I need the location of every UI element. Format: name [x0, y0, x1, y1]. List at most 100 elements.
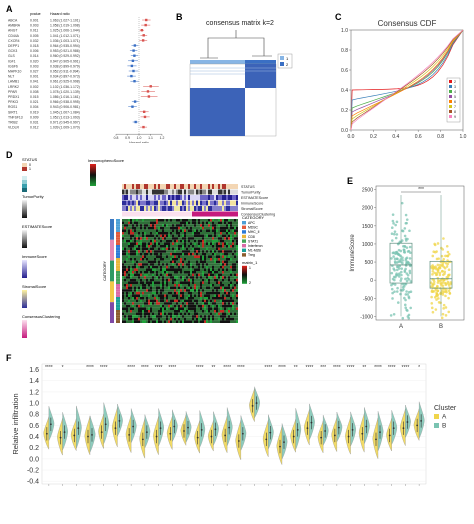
- annotation-cell: [236, 200, 238, 206]
- heatmap-cell: [164, 310, 166, 313]
- heatmap-cell: [138, 258, 140, 261]
- cdf-y-tick-label: 0.6: [341, 68, 348, 74]
- annotation-cell: [144, 200, 146, 206]
- heatmap-cell: [186, 312, 188, 316]
- heatmap-cell: [222, 265, 224, 269]
- panel-label-a: A: [6, 4, 13, 14]
- category-label: Treg: [248, 253, 255, 257]
- heatmap-cell: [180, 286, 182, 290]
- heatmap-cell: [160, 226, 162, 230]
- heatmap-cell: [214, 291, 216, 295]
- heatmap-cell: [160, 271, 162, 274]
- heatmap-cell: [224, 237, 226, 240]
- heatmap-cell: [178, 229, 180, 232]
- forest-gene-label: LRRK2: [8, 85, 19, 89]
- heatmap-cell: [140, 273, 142, 277]
- annotation-cell: [152, 195, 154, 200]
- annotation-cell: [166, 200, 168, 206]
- heatmap-cell: [156, 232, 158, 235]
- heatmap-cell: [186, 307, 188, 310]
- heatmap-cell: [204, 252, 206, 256]
- heatmap-cell: [232, 260, 234, 264]
- box-jitter-point: [444, 314, 448, 317]
- cdf-title: Consensus CDF: [378, 19, 437, 28]
- heatmap-cell: [160, 278, 162, 282]
- annotation-cell: [124, 184, 126, 189]
- heatmap-cell: [140, 289, 142, 292]
- annotation-cell: [128, 195, 130, 200]
- heatmap-cell: [130, 307, 132, 310]
- heatmap-cell: [172, 278, 174, 282]
- heatmap-cell: [190, 304, 192, 308]
- heatmap-cell: [206, 221, 208, 225]
- box-y-axis-label: ImmuneScore: [350, 234, 356, 272]
- heatmap-cell: [130, 289, 132, 292]
- heatmap-cell: [178, 276, 180, 279]
- annotation-cell: [166, 184, 168, 189]
- heatmap-cell: [224, 315, 226, 318]
- track-label: StromalScore: [241, 207, 263, 211]
- panel-label-d: D: [6, 150, 13, 160]
- heatmap-cell: [158, 284, 160, 287]
- heatmap-cell: [126, 250, 128, 253]
- heatmap-cell: [224, 232, 226, 235]
- heatmap-cell: [202, 284, 204, 287]
- annotation-cell: [170, 195, 172, 200]
- annotation-cell: [178, 195, 180, 200]
- heatmap-cell: [188, 263, 190, 266]
- violin-median-dot: [392, 427, 395, 430]
- heatmap-cell: [182, 224, 184, 227]
- heatmap-cell: [218, 289, 220, 292]
- heatmap-cell: [138, 252, 140, 256]
- heatmap-cell: [132, 278, 134, 282]
- forest-point: [134, 120, 137, 124]
- heatmap-cell: [232, 221, 234, 225]
- heatmap-cell: [136, 252, 138, 256]
- heatmap-cell: [196, 219, 198, 222]
- violin-sig-label: *: [62, 365, 64, 371]
- annotation-cell: [184, 206, 186, 211]
- heatmap-cell: [218, 252, 220, 256]
- annotation-cell: [142, 195, 144, 200]
- heatmap-colorbar: [90, 164, 96, 186]
- heatmap-cell: [168, 320, 170, 323]
- heatmap-cell: [208, 302, 210, 305]
- heatmap-cell: [214, 304, 216, 308]
- heatmap-cell: [132, 304, 134, 308]
- heatmap-cell: [128, 252, 130, 256]
- violin-y-tick-label: 0.0: [29, 456, 39, 463]
- heatmap-cell: [130, 294, 132, 297]
- annotation-cell: [218, 200, 220, 206]
- heatmap-cell: [150, 310, 152, 313]
- heatmap-cell: [124, 307, 126, 310]
- heatmap-cell: [136, 255, 138, 258]
- annotation-cell: [234, 200, 236, 206]
- heatmap-cell: [186, 317, 188, 321]
- violin-sig-label: **: [211, 365, 215, 371]
- violin-half: [364, 407, 370, 445]
- heatmap-cell: [222, 302, 224, 305]
- heatmap-cell: [222, 247, 224, 251]
- heatmap-cell: [190, 237, 192, 240]
- heatmap-cell: [184, 239, 186, 243]
- heatmap-cell: [164, 281, 166, 284]
- heatmap-cell: [134, 273, 136, 277]
- heatmap-cell: [188, 310, 190, 313]
- heatmap-cell: [204, 312, 206, 316]
- heatmap-cell: [218, 247, 220, 251]
- heatmap-cell: [220, 315, 222, 318]
- heatmap-cell: [224, 250, 226, 253]
- heatmap-cell: [196, 284, 198, 287]
- heatmap-cell: [126, 271, 128, 274]
- annotation-cell: [204, 200, 206, 206]
- heatmap-cell: [234, 245, 236, 248]
- heatmap-cell: [136, 302, 138, 305]
- heatmap-cell: [150, 237, 152, 240]
- heatmap-cell: [186, 289, 188, 292]
- heatmap-cell: [156, 247, 158, 251]
- forest-pvalue: 0.019: [30, 110, 39, 114]
- heatmap-cell: [166, 271, 168, 274]
- status-swatch-1: [22, 167, 27, 171]
- heatmap-cell: [224, 297, 226, 300]
- heatmap-cell: [190, 239, 192, 243]
